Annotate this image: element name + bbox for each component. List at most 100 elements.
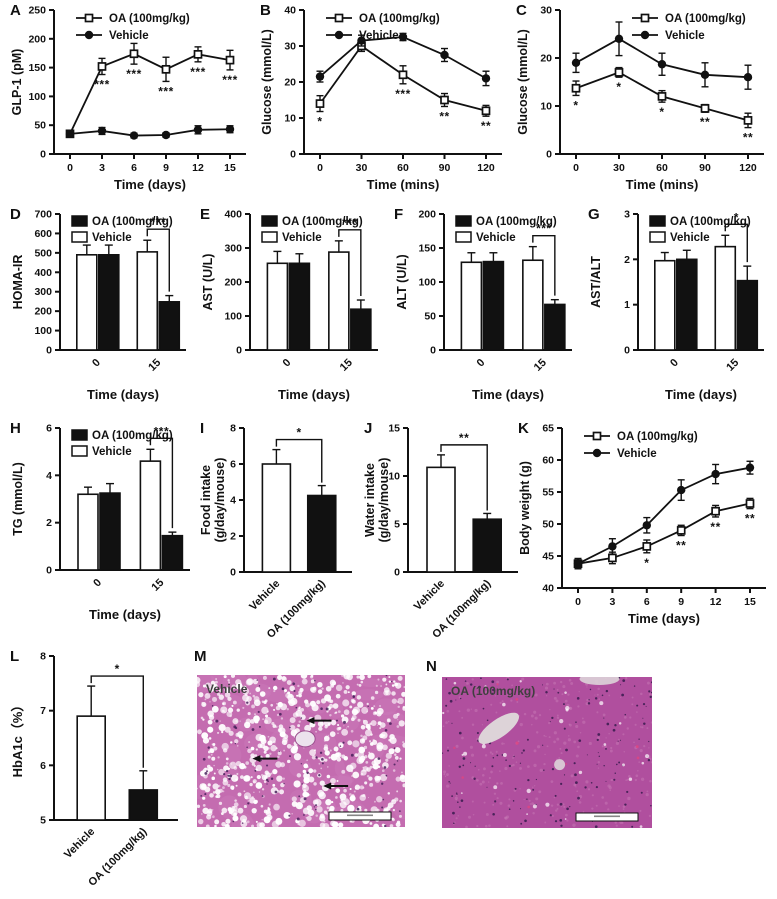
- svg-text:40: 40: [284, 5, 296, 17]
- svg-text:Time (mins): Time (mins): [367, 177, 440, 192]
- svg-text:0: 0: [624, 345, 630, 357]
- svg-text:120: 120: [477, 162, 495, 174]
- panel-d: D 0 100 200 300 400 500 600 700 0 15 Time (days) HO…: [8, 206, 196, 408]
- chart-glucose-c: 0 10 20 30 0 30 60 90 120 Time (mins) Glucose (mmo…: [516, 5, 764, 192]
- svg-text:Glucose (mmol/L): Glucose (mmol/L): [516, 29, 530, 135]
- svg-text:*: *: [115, 662, 120, 676]
- svg-text:0: 0: [90, 357, 103, 370]
- svg-text:*: *: [317, 115, 322, 129]
- svg-text:30: 30: [284, 41, 296, 53]
- svg-text:Vehicle: Vehicle: [670, 232, 710, 244]
- svg-text:3: 3: [99, 162, 105, 174]
- svg-text:12: 12: [192, 162, 204, 174]
- svg-text:600: 600: [34, 228, 52, 240]
- svg-text:OA (100mg/kg): OA (100mg/kg): [359, 13, 440, 25]
- histology-vehicle-image: Vehicle: [197, 675, 405, 827]
- svg-text:**: **: [439, 109, 449, 123]
- svg-text:10: 10: [284, 113, 296, 125]
- svg-text:OA (100mg/kg): OA (100mg/kg): [476, 216, 557, 228]
- svg-text:60: 60: [542, 455, 554, 467]
- panel-i-letter: I: [200, 420, 205, 437]
- svg-text:*: *: [659, 105, 664, 119]
- svg-text:*: *: [296, 426, 301, 440]
- svg-text:400: 400: [224, 209, 242, 221]
- svg-text:Time (days): Time (days): [278, 387, 350, 402]
- svg-text:**: **: [745, 512, 755, 526]
- svg-text:200: 200: [224, 277, 242, 289]
- svg-text:6: 6: [40, 760, 46, 772]
- svg-text:300: 300: [34, 286, 52, 298]
- svg-text:60: 60: [656, 162, 668, 174]
- svg-text:30: 30: [356, 162, 368, 174]
- svg-text:HOMA-IR: HOMA-IR: [11, 255, 25, 310]
- panel-g-letter: G: [588, 206, 600, 223]
- svg-text:**: **: [481, 119, 491, 133]
- svg-text:Vehicle: Vehicle: [92, 232, 132, 244]
- svg-text:Time (mins): Time (mins): [626, 177, 699, 192]
- svg-text:***: ***: [151, 215, 167, 229]
- svg-text:100: 100: [418, 277, 436, 289]
- svg-text:TG (mmol/L): TG (mmol/L): [11, 462, 25, 536]
- svg-text:60: 60: [397, 162, 409, 174]
- chart-homa-ir: 0 100 200 300 400 500 600 700 0 15 Time (days) HOMA…: [11, 209, 186, 402]
- panel-k-letter: K: [518, 420, 529, 437]
- svg-text:0: 0: [236, 345, 242, 357]
- svg-text:8: 8: [40, 651, 46, 663]
- svg-text:OA (100mg/kg): OA (100mg/kg): [451, 684, 535, 698]
- svg-text:200: 200: [418, 209, 436, 221]
- svg-text:5: 5: [394, 519, 400, 531]
- panel-d-letter: D: [10, 206, 21, 223]
- svg-text:2: 2: [46, 517, 52, 529]
- svg-text:***: ***: [190, 65, 206, 79]
- svg-text:**: **: [676, 539, 686, 553]
- svg-text:***: ***: [342, 216, 358, 230]
- panel-c-letter: C: [516, 2, 527, 19]
- svg-text:***: ***: [395, 87, 411, 101]
- svg-text:Time (days): Time (days): [87, 387, 159, 402]
- svg-text:Body weight (g): Body weight (g): [518, 461, 532, 555]
- svg-text:0: 0: [394, 567, 400, 579]
- svg-text:9: 9: [678, 596, 684, 608]
- svg-text:Vehicle: Vehicle: [412, 578, 447, 613]
- svg-text:15: 15: [724, 357, 741, 374]
- svg-text:Vehicle: Vehicle: [206, 682, 248, 696]
- panel-n-letter: N: [426, 658, 437, 675]
- svg-text:***: ***: [94, 78, 110, 92]
- svg-text:***: ***: [222, 73, 238, 87]
- svg-text:Time (days): Time (days): [114, 177, 186, 192]
- svg-text:Time (days): Time (days): [665, 387, 737, 402]
- svg-text:***: ***: [154, 424, 170, 438]
- svg-text:0: 0: [290, 149, 296, 161]
- svg-text:55: 55: [542, 487, 554, 499]
- svg-text:*: *: [573, 98, 578, 112]
- svg-text:0: 0: [430, 345, 436, 357]
- svg-text:15: 15: [146, 357, 163, 374]
- svg-text:15: 15: [744, 596, 756, 608]
- panel-b-letter: B: [260, 2, 271, 19]
- svg-text:10: 10: [388, 471, 400, 483]
- svg-text:Food intake: Food intake: [199, 465, 213, 535]
- panel-c: C 0 10 20 30 0 30 60 90 120 Time (mins) Glucose (m…: [514, 2, 774, 198]
- svg-text:(g/day/mouse): (g/day/mouse): [213, 458, 227, 543]
- svg-text:Vehicle: Vehicle: [247, 578, 282, 613]
- svg-text:Water intake: Water intake: [363, 463, 377, 537]
- svg-text:(g/day/mouse): (g/day/mouse): [377, 458, 391, 543]
- svg-text:6: 6: [644, 596, 650, 608]
- svg-text:90: 90: [439, 162, 451, 174]
- svg-text:0: 0: [91, 577, 104, 590]
- svg-text:2: 2: [230, 531, 236, 543]
- svg-text:200: 200: [34, 306, 52, 318]
- panel-h-letter: H: [10, 420, 21, 437]
- svg-text:0: 0: [40, 149, 46, 161]
- svg-text:15: 15: [224, 162, 236, 174]
- svg-text:15: 15: [338, 357, 355, 374]
- svg-text:***: ***: [536, 222, 552, 236]
- svg-text:65: 65: [542, 423, 554, 435]
- panel-j-letter: J: [364, 420, 373, 437]
- svg-text:HbA1c（%）: HbA1c（%）: [10, 699, 25, 778]
- svg-text:0: 0: [573, 162, 579, 174]
